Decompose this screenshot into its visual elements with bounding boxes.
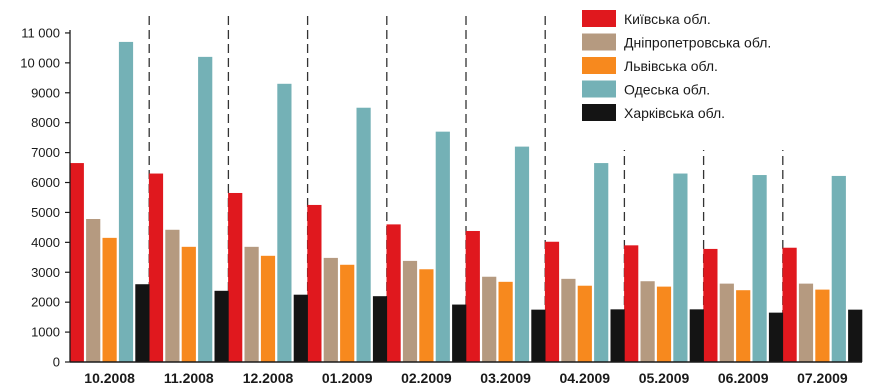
bar: [419, 269, 434, 362]
bar: [181, 246, 196, 362]
x-tick-label: 06.2009: [718, 370, 769, 386]
legend-background: [576, 2, 860, 150]
x-tick-label: 01.2009: [322, 370, 373, 386]
y-tick-label: 2000: [31, 295, 60, 310]
legend-swatch: [582, 57, 616, 74]
y-tick-label: 0: [53, 355, 60, 370]
bar: [656, 286, 672, 362]
bar: [435, 131, 450, 362]
bar: [815, 289, 830, 362]
bar: [782, 247, 797, 362]
bar: [386, 224, 401, 362]
bar: [594, 163, 609, 362]
legend-swatch: [582, 104, 616, 121]
x-tick-label: 11.2008: [164, 370, 214, 386]
bar: [148, 173, 164, 362]
bar: [277, 83, 292, 363]
bar: [673, 173, 688, 362]
legend: Київська обл. Дніпропетровська обл. Львівс…: [576, 2, 860, 150]
y-tick-label: 7000: [31, 145, 60, 160]
y-tick-label: 3000: [31, 265, 60, 280]
bar: [465, 230, 480, 362]
x-tick-label: 05.2009: [639, 370, 690, 386]
bar: [198, 56, 213, 362]
bar: [719, 283, 734, 362]
bar: [831, 175, 846, 362]
bar: [561, 278, 576, 362]
legend-label: Київська обл.: [624, 11, 711, 27]
bar: [214, 290, 229, 362]
y-tick-label: 1000: [31, 325, 60, 340]
y-tick-label: 11 000: [21, 25, 60, 40]
y-tick-label: 10 000: [20, 55, 60, 70]
bar: [544, 241, 560, 362]
bar: [402, 260, 418, 362]
bar: [689, 309, 704, 362]
y-tick-label: 5000: [31, 205, 60, 220]
legend-swatch: [582, 33, 616, 51]
bar: [340, 264, 355, 362]
x-tick-label: 07.2009: [797, 370, 848, 386]
bar: [498, 281, 513, 362]
bar: [514, 146, 530, 362]
bar: [372, 296, 388, 362]
x-tick-label: 02.2009: [401, 370, 452, 386]
legend-swatch: [582, 10, 616, 27]
x-tick-label: 10.2008: [84, 370, 135, 386]
x-tick-label: 03.2009: [480, 370, 531, 386]
bar: [356, 107, 371, 362]
legend-swatch: [582, 80, 616, 98]
bar: [768, 312, 784, 362]
bar: [531, 309, 546, 362]
bar: [307, 204, 322, 362]
bar: [260, 255, 276, 362]
bar: [323, 257, 338, 362]
bar: [135, 284, 150, 362]
bar: [118, 41, 134, 363]
bar: [228, 192, 243, 362]
bar: [69, 163, 84, 362]
x-tick-label: 04.2009: [559, 370, 610, 386]
x-tick-label: 12.2008: [243, 370, 294, 386]
bar: [848, 309, 863, 362]
bar: [752, 175, 767, 362]
bar: [624, 245, 639, 362]
y-tick-label: 6000: [31, 175, 60, 190]
y-tick-label: 9000: [31, 85, 60, 100]
axes-group: 0 1000 2000 3000 4000 5000 6000 7000 8000 9000 10 …: [20, 25, 862, 386]
bar: [86, 219, 101, 362]
bar: [736, 290, 751, 362]
legend-label: Львівська обл.: [624, 58, 718, 74]
bars-group: [69, 41, 863, 363]
legend-label: Одеська обл.: [624, 82, 710, 98]
bar: [102, 237, 117, 362]
bar: [610, 309, 625, 362]
bar: [703, 248, 718, 362]
bar: [798, 283, 814, 362]
bar: [452, 304, 467, 362]
bar: [640, 281, 655, 362]
bar: [482, 276, 497, 362]
y-tick-label: 4000: [31, 235, 60, 250]
y-tick-label: 8000: [31, 115, 60, 130]
bar: [165, 229, 180, 362]
bar: [293, 294, 308, 362]
bar: [244, 246, 259, 362]
bar: [577, 285, 592, 362]
legend-label: Дніпропетровська обл.: [624, 35, 771, 51]
legend-label: Харківська обл.: [624, 105, 725, 121]
